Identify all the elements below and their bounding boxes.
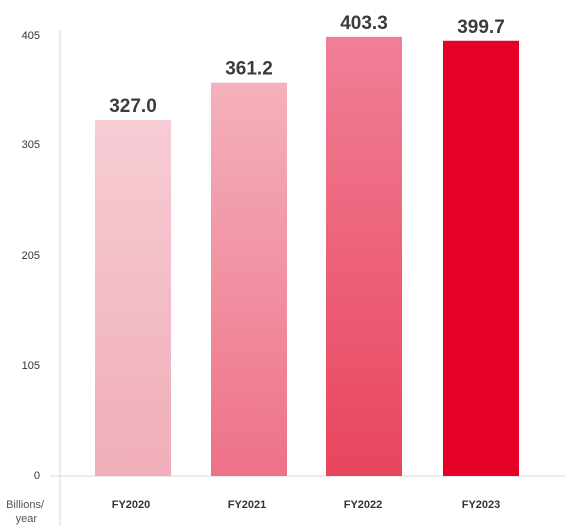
y-tick-label: 0 [34, 470, 40, 482]
bar-value-label: 327.0 [109, 96, 157, 117]
bar-fy2022 [326, 36, 402, 477]
unit-label: year [16, 513, 38, 525]
y-tick-label: 205 [22, 250, 40, 262]
x-category-label: FY2022 [344, 499, 383, 511]
y-tick-label: 405 [22, 30, 40, 42]
bar-value-label: 361.2 [225, 59, 273, 80]
y-tick-label: 105 [22, 360, 40, 372]
bar-value-label: 399.7 [457, 17, 505, 38]
bar-fy2023 [443, 40, 519, 476]
bar-fy2020 [95, 119, 171, 476]
x-category-label: FY2021 [228, 499, 267, 511]
bar-fy2021 [211, 82, 287, 477]
bar-value-label: 403.3 [340, 13, 388, 34]
unit-label: Billions/ [6, 499, 45, 511]
x-category-label: FY2023 [462, 499, 501, 511]
x-category-label: FY2020 [112, 499, 151, 511]
y-tick-label: 305 [22, 139, 40, 151]
